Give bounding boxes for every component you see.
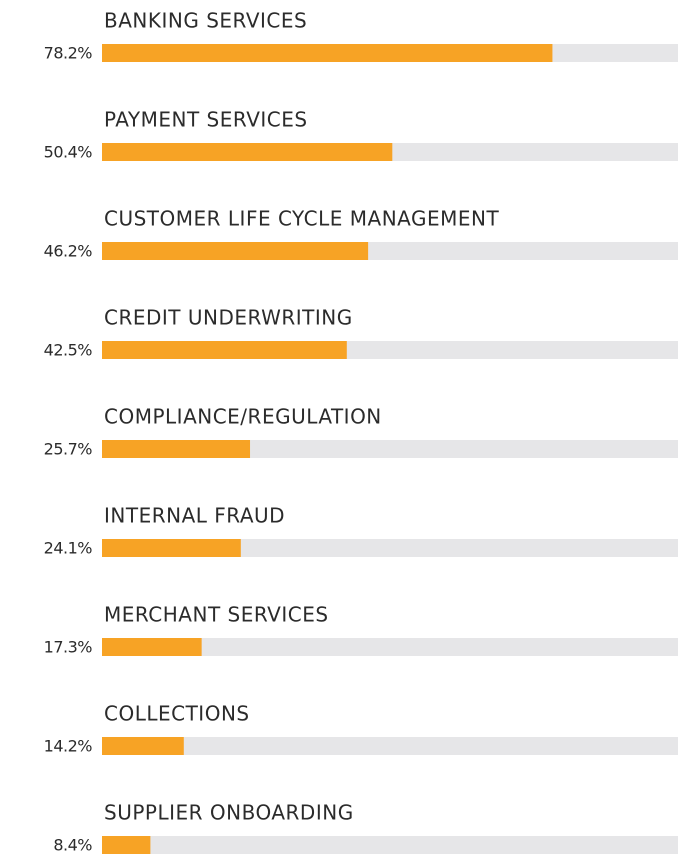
category-label: SUPPLIER ONBOARDING bbox=[104, 801, 354, 825]
bar bbox=[102, 836, 151, 854]
bar bbox=[102, 638, 202, 656]
category-label: PAYMENT SERVICES bbox=[104, 108, 308, 132]
category-label: COMPLIANCE/REGULATION bbox=[104, 405, 382, 429]
track bbox=[102, 638, 678, 656]
bar bbox=[102, 737, 184, 755]
category-label: BANKING SERVICES bbox=[104, 9, 307, 33]
value-label: 24.1% bbox=[44, 539, 93, 558]
value-label: 50.4% bbox=[44, 143, 93, 162]
track bbox=[102, 539, 678, 557]
value-label: 78.2% bbox=[44, 44, 93, 63]
value-label: 17.3% bbox=[44, 638, 93, 657]
bar bbox=[102, 539, 241, 557]
bar bbox=[102, 242, 369, 260]
category-label: CREDIT UNDERWRITING bbox=[104, 306, 353, 330]
track bbox=[102, 737, 678, 755]
value-label: 14.2% bbox=[44, 737, 93, 756]
value-label: 42.5% bbox=[44, 341, 93, 360]
track bbox=[102, 836, 678, 854]
category-label: MERCHANT SERVICES bbox=[104, 603, 329, 627]
bar bbox=[102, 440, 251, 458]
category-label: COLLECTIONS bbox=[104, 702, 250, 726]
category-label: CUSTOMER LIFE CYCLE MANAGEMENT bbox=[104, 207, 499, 231]
category-label: INTERNAL FRAUD bbox=[104, 504, 285, 528]
bar bbox=[102, 143, 393, 161]
bar bbox=[102, 341, 347, 359]
value-label: 8.4% bbox=[53, 836, 92, 855]
value-label: 25.7% bbox=[44, 440, 93, 459]
value-label: 46.2% bbox=[44, 242, 93, 261]
bar bbox=[102, 44, 553, 62]
